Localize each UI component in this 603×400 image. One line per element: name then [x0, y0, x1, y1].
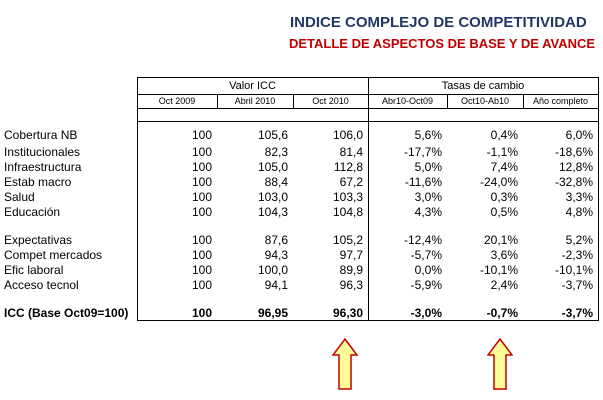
total-row-label: ICC (Base Oct09=100): [4, 306, 129, 320]
table-cell: 104,3: [257, 205, 288, 219]
table-cell: 5,2%: [565, 233, 593, 247]
column-header: Oct 2009: [158, 96, 196, 106]
table-cell: -11,6%: [404, 175, 442, 189]
row-label: Institucionales: [4, 145, 81, 159]
table-cell: -2,3%: [561, 248, 593, 262]
table-cell: 5,0%: [414, 160, 442, 174]
table-cell: 100: [191, 248, 212, 262]
table-cell: 105,2: [332, 233, 363, 247]
up-arrow-icon: [487, 338, 513, 390]
table-cell: 105,0: [257, 160, 288, 174]
table-cell: -3,7%: [561, 278, 593, 292]
table-cell: 3,6%: [490, 248, 518, 262]
page-title: INDICE COMPLEJO DE COMPETITIVIDAD: [290, 14, 587, 31]
table-cell: 88,4: [264, 175, 288, 189]
column-header: Oct10-Ab10: [460, 96, 510, 106]
total-cell: -3,7%: [561, 306, 593, 320]
table-cell: 3,3%: [565, 190, 593, 204]
group-header-tasas: Tasas de cambio: [441, 80, 525, 92]
table-cell: 100: [191, 190, 212, 204]
table-cell: 100: [191, 160, 212, 174]
table-cell: 67,2: [339, 175, 363, 189]
column-header: Oct 2010: [312, 96, 349, 106]
table-cell: 96,3: [339, 278, 363, 292]
table-cell: 103,3: [332, 190, 363, 204]
table-cell: 89,9: [339, 263, 363, 277]
subheader-divider: [293, 94, 294, 109]
table-cell: 82,3: [264, 145, 288, 159]
table-border-right: [598, 77, 599, 321]
table-cell: 106,0: [332, 128, 363, 142]
table-cell: 100: [191, 128, 212, 142]
total-cell: -3,0%: [410, 306, 442, 320]
table-cell: -32,8%: [554, 175, 593, 189]
table-cell: 100: [191, 233, 212, 247]
table-cell: 94,1: [264, 278, 288, 292]
row-label: Acceso tecnol: [4, 278, 79, 292]
total-cell: -0,7%: [486, 306, 518, 320]
table-cell: 112,8: [333, 160, 363, 174]
table-cell: 100: [191, 263, 212, 277]
subheader-divider: [447, 94, 448, 109]
table-cell: -1,1%: [486, 145, 518, 159]
row-label: Educación: [4, 205, 61, 219]
table-cell: -18,6%: [554, 145, 593, 159]
row-label: Expectativas: [4, 233, 73, 247]
table-cell: 4,3%: [414, 205, 442, 219]
table-cell: 87,6: [264, 233, 288, 247]
table-cell: -24,0%: [479, 175, 518, 189]
table-cell: 0,3%: [490, 190, 518, 204]
table-cell: 7,4%: [490, 160, 518, 174]
table-cell: 12,8%: [558, 160, 593, 174]
table-cell: 97,7: [339, 248, 363, 262]
table-border-left: [137, 77, 138, 321]
table-cell: -10,1%: [554, 263, 593, 277]
table-cell: 94,3: [264, 248, 288, 262]
row-label: Efic laboral: [4, 263, 64, 277]
row-label: Estab macro: [4, 175, 72, 189]
group-divider: [368, 77, 369, 321]
table-cell: 100: [191, 175, 212, 189]
table-cell: 100: [191, 145, 212, 159]
table-cell: 20,1%: [483, 233, 518, 247]
table-cell: 0,4%: [490, 128, 518, 142]
table-cell: -12,4%: [403, 233, 442, 247]
table-cell: 81,4: [339, 145, 363, 159]
up-arrow-icon: [332, 338, 358, 390]
table-cell: 0,0%: [414, 263, 442, 277]
table-cell: 100,0: [257, 263, 288, 277]
row-label: Infraestructura: [4, 160, 82, 174]
total-cell: 96,95: [257, 306, 288, 320]
subheader-divider: [523, 94, 524, 109]
table-cell: -5,7%: [410, 248, 442, 262]
row-label: Salud: [4, 190, 35, 204]
row-label: Cobertura NB: [4, 128, 78, 142]
table-cell: 0,5%: [490, 205, 518, 219]
row-label: Compet mercados: [4, 248, 103, 262]
table-cell: 5,6%: [414, 128, 442, 142]
table-cell: 104,8: [332, 205, 363, 219]
table-cell: 4,8%: [565, 205, 593, 219]
table-cell: -17,7%: [403, 145, 442, 159]
table-cell: 100: [191, 278, 212, 292]
column-header: Año completo: [532, 96, 589, 106]
table-cell: 2,4%: [490, 278, 518, 292]
table-cell: 6,0%: [565, 128, 593, 142]
table-cell: 3,0%: [414, 190, 442, 204]
table-cell: 103,0: [257, 190, 288, 204]
total-cell: 100: [191, 306, 212, 320]
column-header: Abr10-Oct09: [381, 96, 434, 106]
page-subtitle: DETALLE DE ASPECTOS DE BASE Y DE AVANCE: [289, 36, 596, 51]
table-cell: 105,6: [257, 128, 288, 142]
table-cell: 100: [191, 205, 212, 219]
subheader-divider: [217, 94, 218, 109]
group-header-valor: Valor ICC: [229, 80, 276, 92]
table-cell: -10,1%: [479, 263, 518, 277]
column-header: Abril 2010: [234, 96, 276, 106]
table-cell: -5,9%: [410, 278, 442, 292]
total-cell: 96,30: [332, 306, 363, 320]
